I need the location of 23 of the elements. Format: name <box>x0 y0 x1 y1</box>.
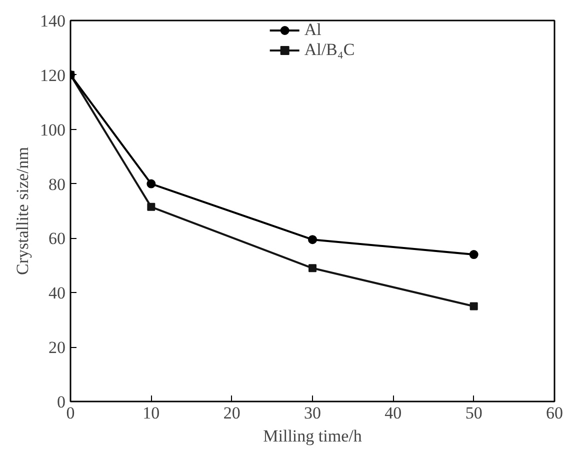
legend-label: Al <box>304 20 322 40</box>
y-tick-label: 140 <box>40 12 66 30</box>
x-tick-label: 20 <box>223 404 240 422</box>
y-axis-title: Crystallite size/nm <box>13 147 32 275</box>
x-tick-label: 60 <box>546 404 563 422</box>
point <box>147 202 156 211</box>
x-axis-title: Milling time/h <box>263 426 362 446</box>
y-tick-label: 100 <box>40 120 66 140</box>
y-tick-label: 120 <box>40 66 66 85</box>
legend-label: Al/B₄C <box>304 40 355 60</box>
y-tick-label: 40 <box>48 284 66 303</box>
y-tick-label: 20 <box>48 338 66 358</box>
point <box>308 264 316 272</box>
point <box>470 302 478 310</box>
x-tick-label: 40 <box>384 404 402 422</box>
x-tick-label: 30 <box>304 404 321 422</box>
point <box>308 235 317 244</box>
point <box>146 179 156 188</box>
x-tick-label: 10 <box>142 404 160 422</box>
point <box>469 250 478 260</box>
x-tick-label: 50 <box>465 404 482 422</box>
y-tick-label: 60 <box>48 229 66 248</box>
y-tick-label: 80 <box>48 174 66 194</box>
